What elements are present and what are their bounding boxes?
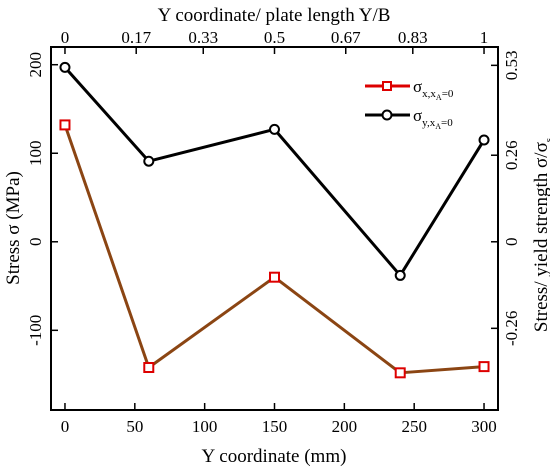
data-point-sigma-y xyxy=(394,269,406,281)
plot-area xyxy=(50,46,499,411)
legend: σx,xA=0 σy,xA=0 xyxy=(365,77,454,131)
legend-sigma-x-subsub: A xyxy=(436,93,442,102)
legend-sigma-x-sub: x,x xyxy=(422,88,436,100)
y-tick-label: 100 xyxy=(26,140,45,166)
x-tick-label: 250 xyxy=(401,417,427,436)
data-point-sigma-x xyxy=(394,367,406,379)
y2-tick-label: -0.26 xyxy=(502,311,521,346)
y-tick-label: -100 xyxy=(26,315,45,346)
data-point-sigma-y xyxy=(59,61,71,73)
legend-item-sigma-x: σx,xA=0 xyxy=(365,77,454,102)
x2-tick-label: 0 xyxy=(61,28,70,47)
left-axis-title: Stress σ (MPa) xyxy=(3,171,24,285)
x2-tick-label: 0.67 xyxy=(331,28,361,47)
series-layer xyxy=(59,61,490,379)
data-point-sigma-x xyxy=(269,271,280,283)
y2-tick-label: 0 xyxy=(502,238,521,247)
legend-sigma-x-name: σ xyxy=(413,77,422,96)
data-point-sigma-x xyxy=(143,362,155,374)
data-point-sigma-y xyxy=(269,123,280,135)
y2-tick-label: 0.26 xyxy=(502,140,521,170)
bottom-axis-title: Y coordinate (mm) xyxy=(202,446,347,467)
x-tick-label: 200 xyxy=(332,417,358,436)
x2-tick-label: 0.83 xyxy=(398,28,428,47)
legend-item-sigma-y: σy,xA=0 xyxy=(365,106,453,131)
legend-sigma-y-name: σ xyxy=(413,106,422,125)
legend-sigma-y-subsub: A xyxy=(435,122,441,131)
data-point-sigma-x xyxy=(59,119,71,131)
x-tick-label: 50 xyxy=(126,417,143,436)
legend-sigma-y-sub: y,x xyxy=(422,117,436,129)
ticks-layer: 0 50 100 150 200 250 300 -100 0 100 200 0 0.17 0.33 0.… xyxy=(26,28,521,436)
series-line-1 xyxy=(63,66,486,277)
x2-tick-label: 0.5 xyxy=(264,28,285,47)
right-axis-title-sub: s xyxy=(543,138,550,142)
x2-tick-label: 1 xyxy=(480,28,489,47)
top-axis-title: Y coordinate/ plate length Y/B xyxy=(158,5,391,26)
legend-label-sigma-x: σx,xA=0 xyxy=(413,77,454,102)
legend-sigma-x-tail: =0 xyxy=(442,88,454,100)
x2-tick-label: 0.33 xyxy=(188,28,218,47)
x-tick-label: 300 xyxy=(471,417,497,436)
series-line-0 xyxy=(63,124,485,375)
legend-label-sigma-y: σy,xA=0 xyxy=(413,106,453,131)
y-tick-label: 0 xyxy=(26,238,45,247)
legend-marker-sigma-x xyxy=(382,81,392,91)
y2-tick-label: 0.53 xyxy=(502,50,521,80)
x-tick-label: 0 xyxy=(61,417,70,436)
data-point-sigma-y xyxy=(143,155,155,167)
x2-tick-label: 0.17 xyxy=(121,28,151,47)
right-axis-title-main: Stress/ yield strength σ/σ xyxy=(531,142,550,332)
data-point-sigma-x xyxy=(478,361,490,373)
x-tick-label: 150 xyxy=(262,417,288,436)
legend-marker-sigma-y xyxy=(381,109,393,121)
right-axis-title: Stress/ yield strength σ/σs xyxy=(531,138,550,332)
x-tick-label: 100 xyxy=(192,417,218,436)
y-tick-label: 200 xyxy=(26,52,45,78)
data-point-sigma-y xyxy=(478,134,490,146)
legend-sigma-y-tail: =0 xyxy=(441,117,453,129)
